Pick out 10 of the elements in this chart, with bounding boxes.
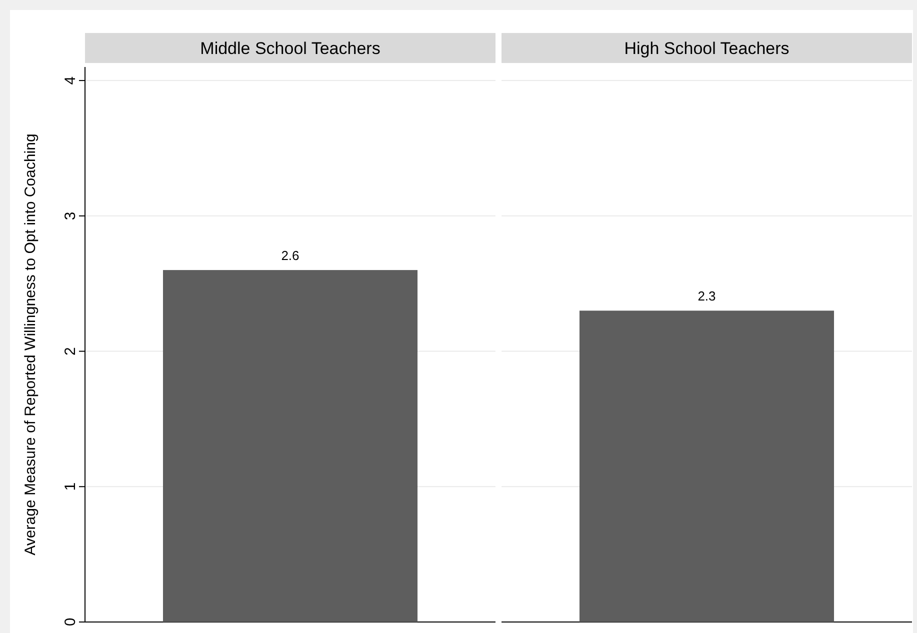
y-tick-label: 3	[62, 212, 79, 220]
data-label: 2.3	[698, 288, 716, 304]
y-axis-title: Average Measure of Reported Willingness to Opt into Coaching	[22, 134, 39, 556]
x-tick-label: Middle School Teachers	[200, 39, 380, 58]
y-tick-label: 4	[62, 76, 79, 85]
x-tick-label: High School Teachers	[624, 39, 790, 58]
y-tick-label: 2	[62, 347, 79, 356]
data-label: 2.6	[281, 248, 300, 264]
y-tick-label: 0	[62, 618, 79, 626]
y-tick-label: 1	[62, 482, 79, 491]
